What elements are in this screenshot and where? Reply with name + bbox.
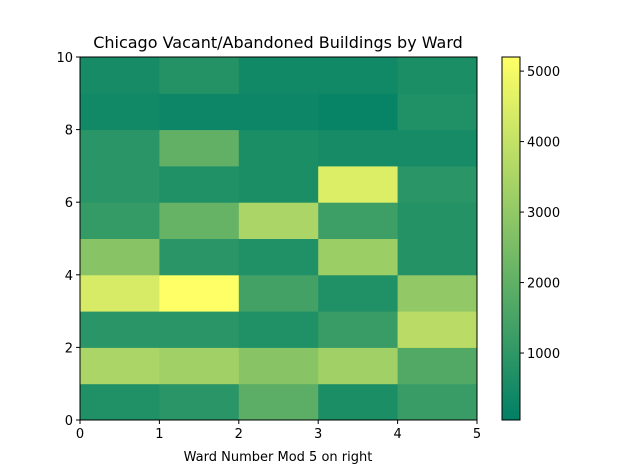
heatmap-cell xyxy=(238,238,319,276)
heatmap-cell xyxy=(318,202,399,239)
heatmap-cell xyxy=(318,238,399,276)
heatmap-cell xyxy=(397,383,478,421)
x-tick-label: 4 xyxy=(393,427,401,442)
colorbar-tick-label: 4000 xyxy=(527,136,560,151)
y-tick-label: 8 xyxy=(65,124,73,139)
colorbar-tick-label: 2000 xyxy=(527,277,560,292)
y-tick-label: 2 xyxy=(65,341,73,356)
heatmap-cell xyxy=(159,129,240,167)
heatmap-cell xyxy=(397,202,478,239)
heatmap-cell xyxy=(397,57,478,94)
heatmap-cell xyxy=(238,57,319,94)
y-tick-label: 4 xyxy=(65,269,73,284)
heatmap-cell xyxy=(159,57,240,94)
x-tick-label: 3 xyxy=(314,427,322,442)
heatmap-cell xyxy=(318,165,399,203)
heatmap-cell xyxy=(80,165,160,203)
y-tick-label: 6 xyxy=(65,196,73,211)
x-tick-label: 0 xyxy=(76,427,84,442)
colorbar-tick-label: 5000 xyxy=(527,65,560,80)
heatmap-cell xyxy=(238,93,319,131)
heatmap-cell xyxy=(80,383,160,421)
heatmap-cell xyxy=(238,347,319,385)
heatmap-cell xyxy=(80,274,160,312)
x-tick-label: 5 xyxy=(473,427,481,442)
heatmap-cell xyxy=(318,383,399,421)
heatmap-cell xyxy=(159,383,240,421)
heatmap-cell xyxy=(80,129,160,167)
y-axis-ticks: 0 2 4 6 8 10 xyxy=(56,51,80,429)
heatmap-cell xyxy=(159,347,240,385)
heatmap-cell xyxy=(397,311,478,348)
heatmap-cell xyxy=(318,311,399,348)
heatmap-cell xyxy=(397,129,478,167)
x-tick-label: 2 xyxy=(235,427,243,442)
heatmap-cell xyxy=(159,238,240,276)
heatmap-cell xyxy=(318,347,399,385)
heatmap-cell xyxy=(397,238,478,276)
axes-frame xyxy=(79,56,478,421)
heatmap-cell xyxy=(80,202,160,239)
heatmap-cell xyxy=(397,93,478,131)
heatmap-cell xyxy=(159,165,240,203)
heatmap-cell xyxy=(238,274,319,312)
x-axis-ticks: 0 1 2 3 4 5 xyxy=(76,420,481,442)
heatmap-cell xyxy=(159,202,240,239)
heatmap-cells xyxy=(80,57,478,421)
heatmap-cell xyxy=(80,57,160,94)
y-tick-label: 10 xyxy=(56,51,73,66)
colorbar-ticks: 1000 2000 3000 4000 5000 xyxy=(520,65,560,362)
heatmap-cell xyxy=(80,347,160,385)
heatmap-cell xyxy=(80,311,160,348)
heatmap-cell xyxy=(159,93,240,131)
heatmap-cell xyxy=(159,274,240,312)
heatmap-cell xyxy=(397,165,478,203)
heatmap-cell xyxy=(80,238,160,276)
x-axis-label: Ward Number Mod 5 on right xyxy=(184,450,373,465)
heatmap-cell xyxy=(318,93,399,131)
heatmap-cell xyxy=(318,57,399,94)
heatmap-cell xyxy=(80,93,160,131)
heatmap-cell xyxy=(397,347,478,385)
heatmap-cell xyxy=(397,274,478,312)
heatmap-cell xyxy=(238,129,319,167)
heatmap-cell xyxy=(238,165,319,203)
y-tick-label: 0 xyxy=(65,414,73,429)
heatmap-cell xyxy=(159,311,240,348)
heatmap-cell xyxy=(238,311,319,348)
colorbar-tick-label: 1000 xyxy=(527,347,560,362)
heatmap-cell xyxy=(318,274,399,312)
colorbar xyxy=(501,56,521,421)
chart-title: Chicago Vacant/Abandoned Buildings by Wa… xyxy=(93,33,463,52)
x-tick-label: 1 xyxy=(155,427,163,442)
heatmap-cell xyxy=(238,383,319,421)
colorbar-tick-label: 3000 xyxy=(527,206,560,221)
heatmap-cell xyxy=(238,202,319,239)
heatmap-cell xyxy=(318,129,399,167)
